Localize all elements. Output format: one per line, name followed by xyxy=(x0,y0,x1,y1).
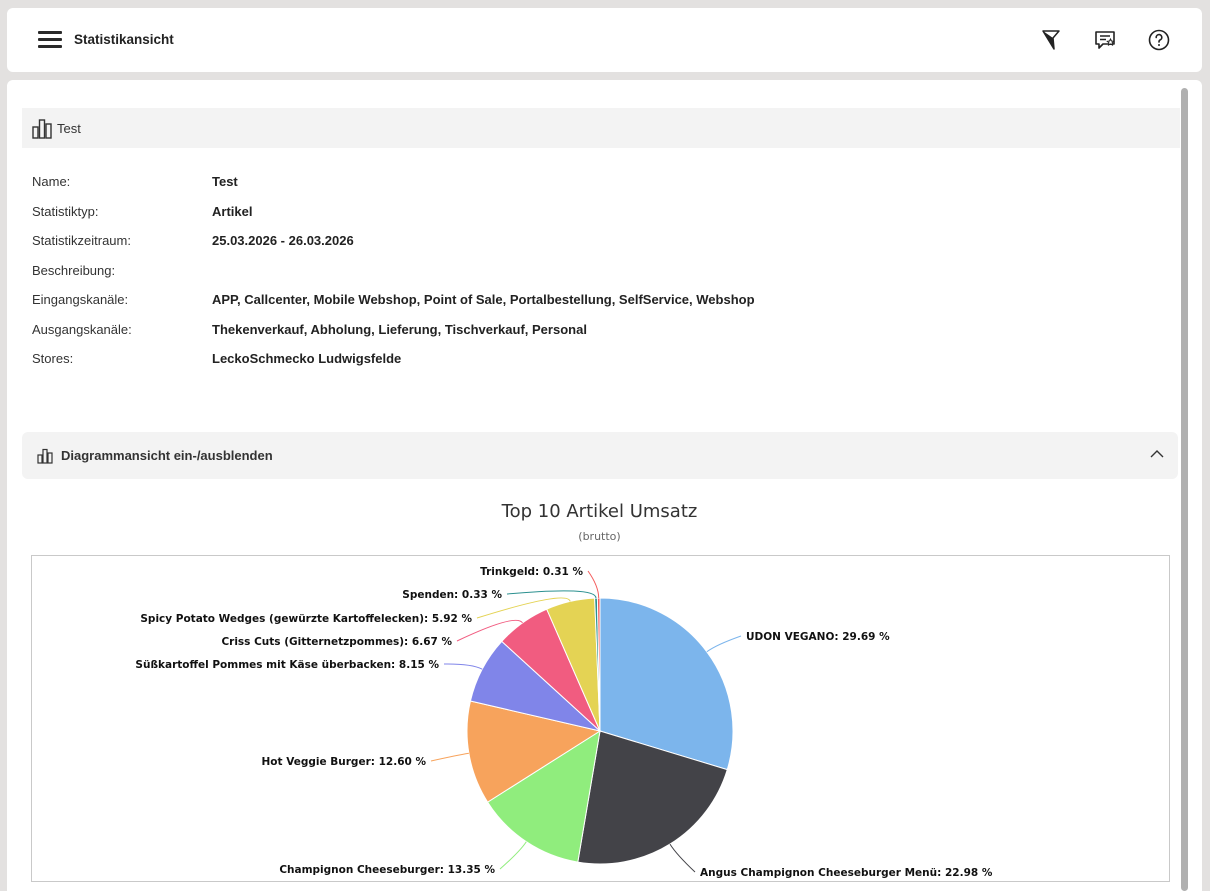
pie-connector xyxy=(430,752,469,762)
pie-connector xyxy=(476,597,571,619)
detail-value: LeckoSchmecko Ludwigsfelde xyxy=(212,351,402,366)
statistic-header: Test xyxy=(22,108,1180,148)
scrollbar[interactable] xyxy=(1181,88,1188,891)
detail-label: Statistikzeitraum: xyxy=(32,233,131,248)
diagram-toggle[interactable]: Diagrammansicht ein-/ausblenden xyxy=(22,432,1178,479)
detail-value: 25.03.2026 - 26.03.2026 xyxy=(212,233,354,248)
detail-label: Stores: xyxy=(32,351,74,366)
detail-label: Ausgangskanäle: xyxy=(32,322,132,337)
statistic-title: Test xyxy=(57,121,81,136)
pie-connector xyxy=(706,635,742,653)
detail-label: Eingangskanäle: xyxy=(32,292,129,307)
pie-connector xyxy=(669,843,696,873)
top-bar: Statistikansicht xyxy=(7,8,1202,72)
detail-value: Artikel xyxy=(212,204,253,219)
chart-title: Top 10 Artikel Umsatz xyxy=(501,501,698,522)
bar-chart-icon xyxy=(37,448,53,464)
pie-chart: UDON VEGANO: 29.69 % Angus Champignon Che… xyxy=(31,555,1170,882)
pie-chart-canvas: UDON VEGANO: 29.69 % Angus Champignon Che… xyxy=(135,566,993,879)
page-title: Statistikansicht xyxy=(74,32,174,47)
diagram-toggle-label: Diagrammansicht ein-/ausblenden xyxy=(61,448,273,463)
detail-label: Statistiktyp: xyxy=(32,204,99,219)
detail-label: Name: xyxy=(32,174,71,189)
detail-value: Test xyxy=(212,174,238,189)
pie-data-label: Champignon Cheeseburger: 13.35 % xyxy=(279,864,495,876)
detail-label: Beschreibung: xyxy=(32,263,116,278)
pie-data-label: Spenden: 0.33 % xyxy=(402,589,502,601)
pie-data-label: Trinkgeld: 0.31 % xyxy=(480,566,583,578)
detail-value: Thekenverkauf, Abholung, Lieferung, Tisc… xyxy=(212,322,587,337)
main-panel: Test Name: Test Statistiktyp: Artikel St… xyxy=(7,80,1202,891)
flag-icon[interactable] xyxy=(1039,28,1063,52)
menu-icon[interactable] xyxy=(38,30,62,50)
chart-subtitle: (brutto) xyxy=(578,530,621,543)
pie-connector xyxy=(499,841,527,870)
pie-data-label: Criss Cuts (Gitternetzpommes): 6.67 % xyxy=(221,636,452,648)
pie-slice[interactable] xyxy=(466,700,602,803)
pie-connector xyxy=(587,570,600,599)
chevron-up-icon[interactable] xyxy=(1150,449,1164,459)
pie-connector xyxy=(443,663,483,670)
scrollbar-thumb[interactable] xyxy=(1181,88,1188,891)
pie-connector xyxy=(506,590,597,599)
feedback-icon[interactable] xyxy=(1093,28,1117,52)
detail-value: APP, Callcenter, Mobile Webshop, Point o… xyxy=(212,292,755,307)
pie-data-label: Angus Champignon Cheeseburger Menü: 22.9… xyxy=(700,867,993,879)
pie-data-label: Hot Veggie Burger: 12.60 % xyxy=(262,756,427,768)
pie-data-label: UDON VEGANO: 29.69 % xyxy=(746,631,890,643)
pie-connector xyxy=(456,619,523,642)
pie-data-label: Süßkartoffel Pommes mit Käse überbacken:… xyxy=(135,659,439,671)
help-icon[interactable] xyxy=(1147,28,1171,52)
pie-data-label: Spicy Potato Wedges (gewürzte Kartoffele… xyxy=(140,613,472,625)
bar-chart-icon xyxy=(32,119,52,139)
